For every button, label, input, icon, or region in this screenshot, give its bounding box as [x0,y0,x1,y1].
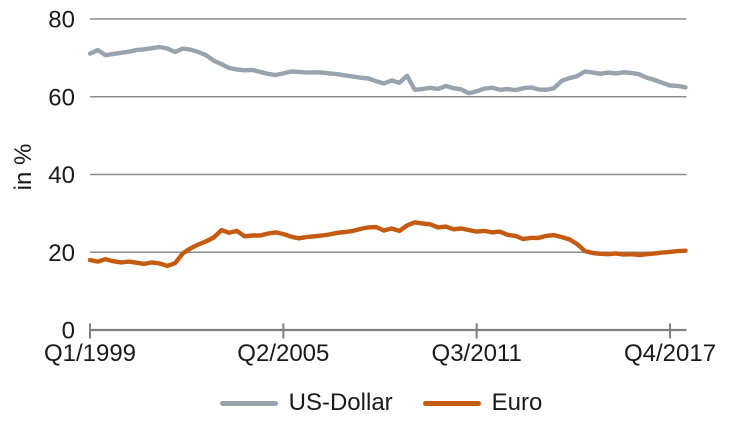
y-tick-label-40: 40 [48,162,75,189]
legend-item-euro: Euro [422,389,543,417]
x-tick-label-0: Q1/1999 [44,340,136,367]
us-dollar-line-swatch [219,400,278,406]
x-tick-label-1: Q2/2005 [237,340,329,367]
series-line-euro [87,220,688,269]
series-line-us-dollar [87,44,688,96]
us-dollar-legend-label: US-Dollar [288,389,393,416]
y-tick-label-20: 20 [48,240,75,267]
x-tick-label-3: Q4/2017 [624,340,716,367]
y-tick-label-0: 0 [62,318,75,345]
y-tick-label-60: 60 [48,84,75,111]
y-axis-title: in % [10,143,37,191]
y-tick-label-80: 80 [48,7,75,34]
euro-line-swatch [422,400,481,406]
x-tick-label-2: Q3/2011 [432,340,522,367]
euro-legend-label: Euro [491,389,543,416]
chart-legend: US-Dollar Euro [16,389,730,417]
legend-item-us-dollar: US-Dollar [219,389,393,417]
